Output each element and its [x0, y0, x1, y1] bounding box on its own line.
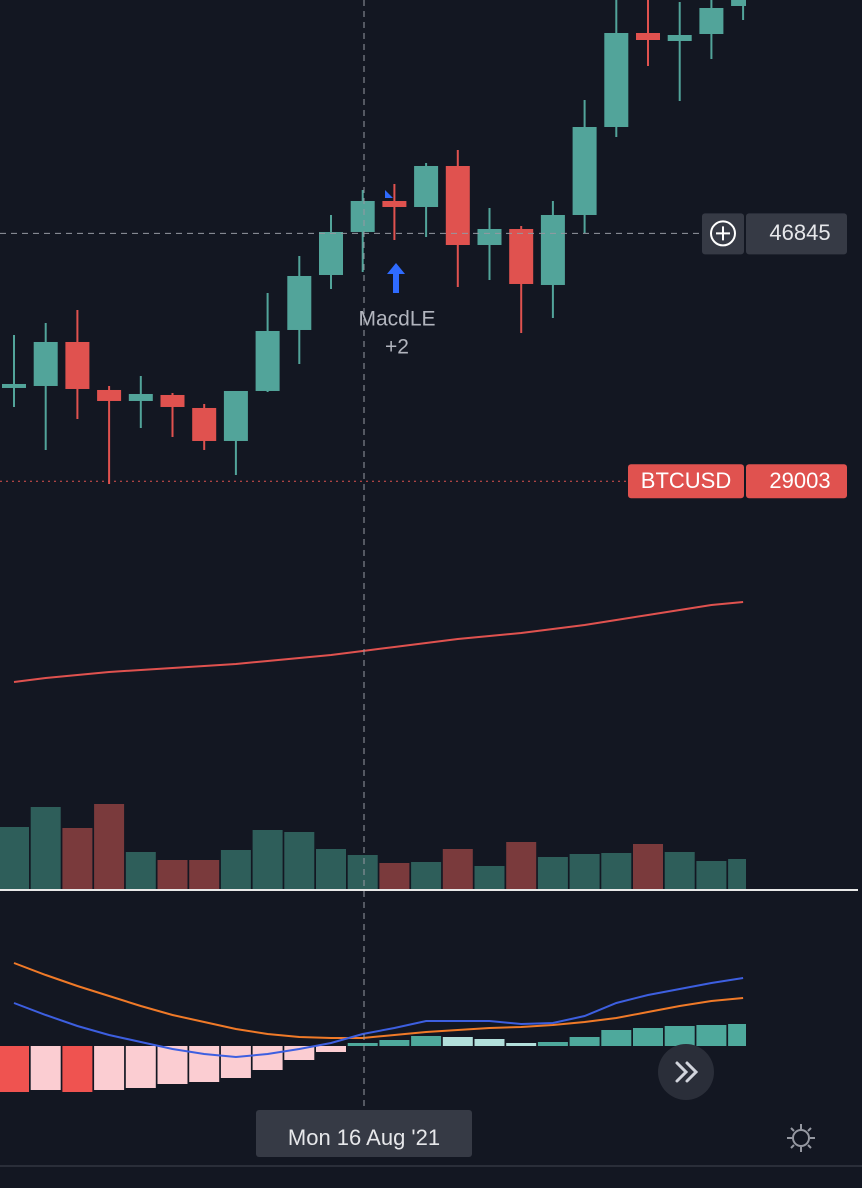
macd-line [13, 977, 744, 1059]
macd-histogram-bar [62, 1046, 93, 1092]
volume-bar [728, 859, 746, 890]
volume-bar [94, 804, 125, 890]
candle-body [445, 165, 470, 245]
price-line-value: 29003 [769, 468, 830, 493]
macd-histogram-bar [474, 1039, 505, 1046]
volume-bar [157, 860, 188, 890]
date-label-box [256, 1110, 472, 1157]
settings-button[interactable] [787, 1124, 815, 1152]
candle-body [699, 7, 724, 34]
macd-histogram-bar [633, 1028, 663, 1046]
candle-body [540, 214, 565, 285]
macd-histogram-bar [442, 1037, 473, 1046]
volume-bar [601, 853, 632, 890]
candle-body [319, 231, 343, 275]
candle-body [128, 393, 153, 401]
macd-histogram-bar [696, 1025, 727, 1046]
volume-bar [347, 855, 378, 890]
crosshair-price: 46845 [769, 220, 830, 245]
price-line-value-box [746, 464, 847, 499]
scroll-icon[interactable] [675, 1061, 699, 1083]
candle-body [192, 407, 217, 441]
signal-label: +2 [385, 336, 409, 359]
price-line-name-box [628, 464, 744, 499]
macd-histogram-bar [569, 1037, 600, 1046]
macd-histogram-bar [0, 1046, 29, 1092]
macd-histogram-bar [537, 1042, 568, 1046]
volume-bar [125, 852, 156, 890]
volume-bar [696, 861, 727, 890]
crosshair-price-box [746, 213, 847, 255]
macd-histogram-bar [30, 1046, 61, 1090]
macd-histogram-bar [411, 1036, 442, 1046]
volume-bar [220, 850, 251, 890]
candle-body [160, 394, 185, 407]
signal-arrow [387, 263, 405, 293]
macd-histogram-bar [252, 1046, 283, 1070]
volume-bar [569, 854, 600, 890]
settings-rays[interactable] [787, 1124, 815, 1152]
macd-histogram-bar [601, 1030, 632, 1046]
volume-bar [506, 842, 537, 890]
macd-histogram-bar [316, 1046, 346, 1052]
settings-icon[interactable] [792, 1129, 810, 1147]
volume-bar [474, 866, 505, 890]
candle-body [97, 389, 122, 401]
volume-bar [664, 852, 695, 890]
signal-flag [385, 190, 393, 198]
signal-name: MacdLE [358, 308, 435, 331]
volume-bar [284, 832, 315, 890]
candle-body [2, 383, 26, 388]
signal-line [13, 962, 744, 1039]
crosshair-date: Mon 16 Aug '21 [288, 1125, 440, 1150]
volume-bar [30, 807, 61, 890]
candle-body [382, 200, 407, 207]
volume-bar [0, 827, 29, 890]
scroll-button[interactable] [658, 1044, 714, 1100]
macd-histogram-bar [379, 1040, 410, 1046]
candle-body [223, 390, 248, 441]
candle-body [509, 228, 534, 284]
volume-bar [189, 860, 220, 890]
macd-histogram-bar [664, 1026, 695, 1046]
candle-body [65, 341, 90, 389]
volume-bar [62, 828, 93, 890]
candle-body [414, 165, 439, 207]
candle-body [350, 200, 375, 232]
macd-histogram-bar [125, 1046, 156, 1088]
candle-body [604, 32, 629, 127]
volume-bar [316, 849, 346, 890]
volume-bar [379, 863, 410, 890]
crosshair-add-icon [710, 220, 736, 247]
candle-body [636, 32, 660, 40]
candle-body [255, 330, 280, 391]
moving-average [13, 600, 744, 683]
candle-body [731, 0, 746, 6]
candle-body [667, 34, 692, 41]
macd-histogram-bar [220, 1046, 251, 1078]
macd-histogram-bar [347, 1043, 378, 1046]
volume-bar [537, 857, 568, 890]
price-line-name: BTCUSD [641, 468, 731, 493]
candle-body [33, 341, 58, 386]
crosshair-add-plus [716, 226, 730, 241]
volume-bar [633, 844, 663, 890]
macd-histogram-bar [506, 1043, 537, 1046]
candle-body [477, 228, 502, 245]
volume-bar [411, 862, 442, 890]
volume-bar [442, 849, 473, 890]
candle-body [287, 275, 312, 330]
macd-histogram-bar [94, 1046, 125, 1090]
macd-histogram-bar [157, 1046, 188, 1084]
macd-histogram-bar [728, 1024, 746, 1046]
volume-bar [252, 830, 283, 890]
candle-body [572, 126, 597, 215]
